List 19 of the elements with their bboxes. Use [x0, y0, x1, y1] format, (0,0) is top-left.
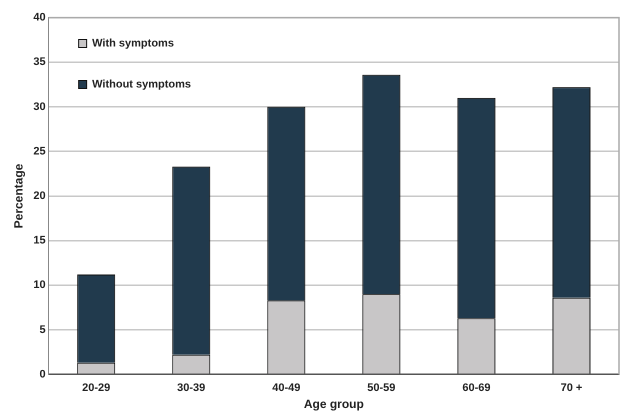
x-tick-label: 60-69 [462, 382, 490, 394]
y-tick-label: 25 [33, 145, 46, 158]
y-axis-title: Percentage [12, 163, 26, 228]
x-tick-label: 30-39 [177, 382, 206, 394]
x-tick-label: 20-29 [82, 382, 110, 394]
y-tick-label: 15 [33, 234, 46, 247]
y-tick-label: 0 [40, 368, 46, 380]
x-axis-title: Age group [304, 397, 364, 412]
y-tick-label: 5 [40, 324, 46, 336]
x-tick-label: 50-59 [367, 382, 396, 394]
y-tick-label: 20 [33, 190, 46, 202]
y-tick-label: 40 [33, 12, 46, 24]
x-tick-label: 70 + [560, 382, 582, 394]
y-tick-label: 30 [33, 100, 46, 113]
x-tick-label: 40-49 [272, 382, 300, 394]
y-tick-label: 35 [33, 56, 46, 68]
y-tick-label: 10 [33, 279, 46, 292]
legend-label: Without symptoms [92, 78, 192, 91]
legend-label: With symptoms [92, 38, 174, 50]
